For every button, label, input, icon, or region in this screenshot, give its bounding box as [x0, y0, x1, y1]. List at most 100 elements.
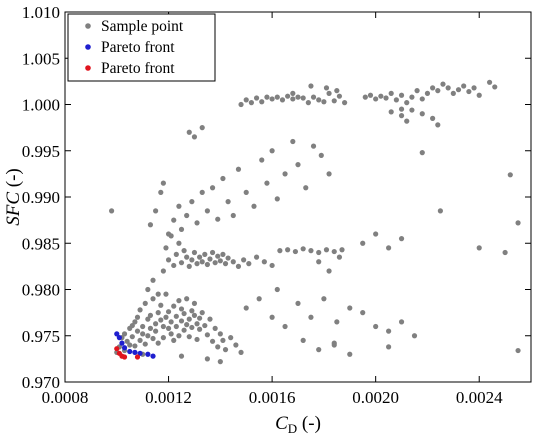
sample-point [191, 300, 198, 306]
sample-point [386, 245, 392, 251]
sample-point [331, 340, 337, 346]
sample-point [178, 260, 185, 266]
sample-point [163, 245, 169, 251]
sample-point [515, 220, 521, 226]
sample-point [165, 231, 172, 237]
sample-point [222, 261, 229, 267]
sample-point [181, 327, 187, 333]
legend-box [67, 13, 216, 82]
sample-point [155, 340, 161, 346]
sample-point [186, 263, 192, 269]
sample-point [440, 81, 446, 87]
sample-point [217, 359, 223, 365]
sample-point [393, 97, 399, 103]
sample-point [241, 257, 247, 263]
sample-point [316, 347, 322, 353]
sample-point [184, 212, 190, 219]
sample-point [204, 356, 210, 362]
sample-point [204, 208, 210, 214]
sample-point [466, 88, 472, 95]
x-axis-title: CD (-) [275, 413, 321, 436]
pareto-point-blue [132, 349, 138, 355]
sample-point [303, 185, 309, 191]
sample-point [160, 268, 166, 274]
sample-point [176, 298, 182, 304]
sample-point [202, 322, 208, 329]
sample-point [269, 96, 275, 102]
sample-point [424, 90, 431, 96]
sample-point [194, 321, 200, 327]
pareto-point-blue [116, 335, 122, 341]
sample-point [347, 305, 353, 311]
sample-point [318, 152, 324, 158]
legend-marker-pareto-red [85, 65, 91, 71]
sample-point [233, 342, 239, 348]
sample-point [290, 138, 296, 145]
sample-point [197, 315, 203, 321]
sample-point [153, 208, 159, 214]
sample-point [165, 257, 172, 263]
sample-point [419, 150, 425, 156]
sample-point [153, 321, 159, 327]
sample-point [147, 325, 154, 331]
sample-point [373, 323, 379, 330]
sample-point [225, 199, 231, 205]
sample-point [150, 335, 156, 342]
sample-point [362, 94, 368, 100]
sample-point [515, 347, 521, 354]
sample-point [215, 253, 221, 259]
sample-point [124, 338, 130, 344]
sample-point [202, 251, 208, 257]
sample-point [279, 97, 286, 103]
pareto-point-red [134, 354, 141, 360]
sample-point [253, 95, 260, 101]
sample-point [171, 337, 177, 343]
sample-point [228, 335, 234, 341]
sample-point [158, 317, 164, 323]
sample-point [137, 307, 143, 313]
sample-point [261, 259, 267, 265]
sample-point [398, 113, 405, 119]
sample-point [132, 319, 138, 325]
sample-point [274, 286, 280, 293]
sample-point [209, 249, 216, 256]
sample-point [132, 343, 138, 349]
sample-point [207, 316, 213, 322]
sample-point [165, 325, 172, 331]
y-tick-label: 0.985 [22, 234, 60, 253]
sample-point [165, 309, 172, 315]
sample-point [160, 335, 166, 341]
sample-point [450, 90, 456, 96]
sample-point [209, 185, 216, 191]
sample-point [404, 100, 410, 106]
sample-point [310, 143, 317, 149]
sample-point [331, 98, 337, 104]
sample-point [398, 92, 405, 98]
legend-label-sample: Sample point [101, 18, 184, 35]
data-points [109, 79, 521, 365]
pareto-point-blue [137, 350, 143, 356]
sample-point [274, 196, 280, 202]
sample-point [212, 325, 218, 331]
sample-point [435, 88, 441, 94]
sample-point [476, 245, 482, 251]
sample-point [235, 166, 242, 172]
sample-point [339, 247, 345, 253]
sample-point [243, 189, 249, 195]
sample-point [256, 296, 262, 302]
sample-point [419, 96, 425, 102]
sample-point [295, 94, 301, 100]
sample-point [191, 249, 198, 256]
sample-point [127, 342, 133, 348]
sample-point [347, 351, 353, 357]
sample-point [238, 349, 244, 355]
sample-point [269, 314, 275, 320]
sample-point [455, 87, 462, 93]
sample-point [285, 247, 291, 253]
sample-point [305, 100, 311, 106]
sample-point [326, 90, 332, 96]
sample-point [378, 93, 384, 99]
sample-point [197, 254, 203, 260]
sample-point [316, 97, 322, 103]
sample-point [430, 115, 436, 121]
